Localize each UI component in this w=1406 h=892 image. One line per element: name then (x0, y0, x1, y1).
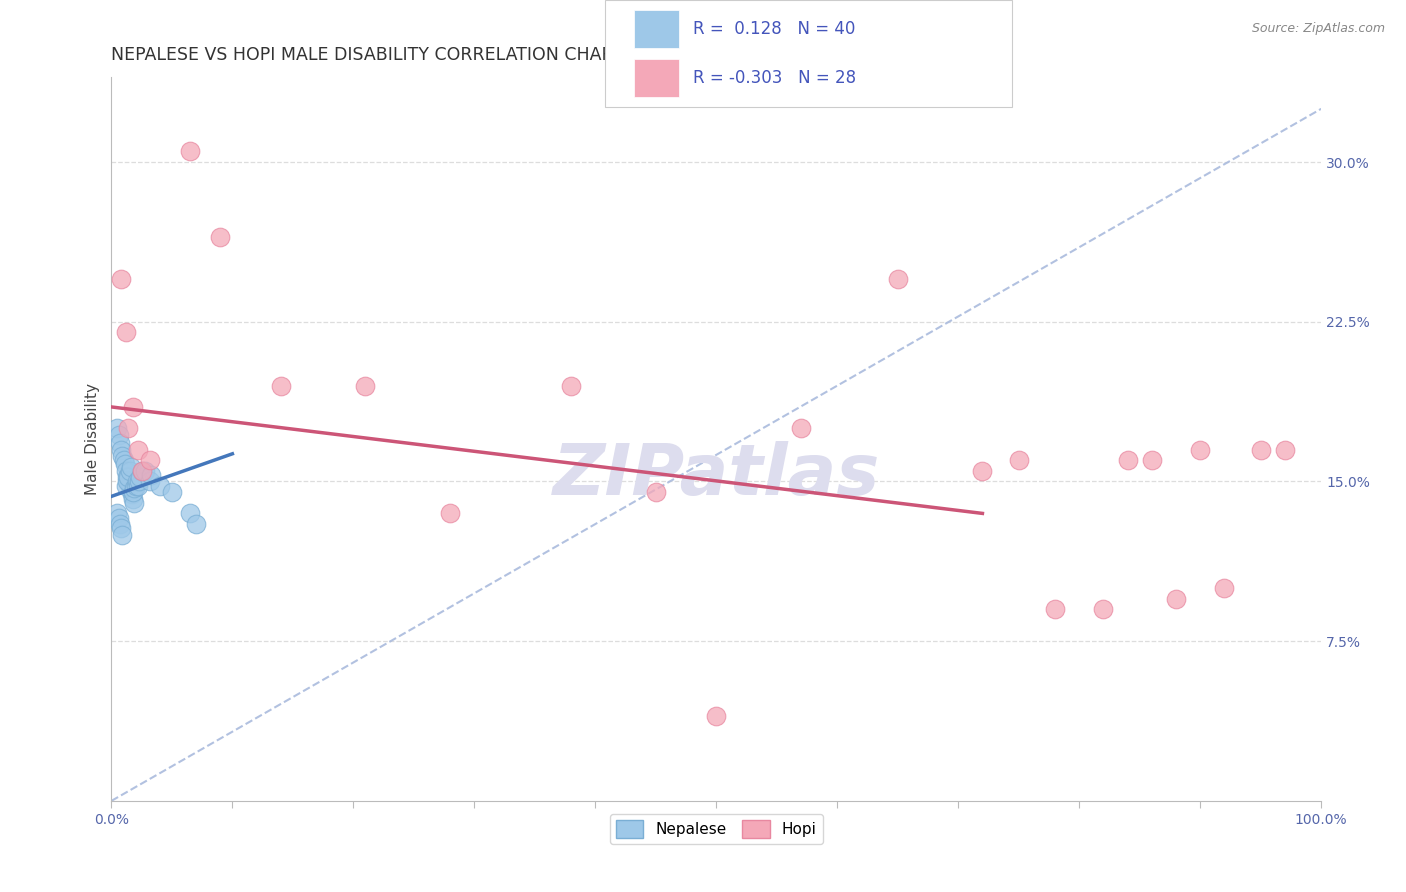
Point (122, 485, 145, 500)
Point (887, 272, 910, 286)
Point (120, 483, 142, 497)
Point (790, 421, 813, 435)
Point (115, 470, 138, 484)
Point (118, 479, 141, 493)
Point (110, 521, 132, 535)
Point (115, 464, 138, 478)
Point (108, 517, 131, 532)
Point (127, 479, 149, 493)
Point (704, 708, 727, 723)
Point (1164, 591, 1187, 606)
Point (184, 517, 207, 532)
Point (117, 421, 139, 435)
Point (134, 464, 156, 478)
Point (112, 453, 135, 467)
Point (1043, 602, 1066, 616)
Point (111, 527, 134, 541)
Point (129, 470, 152, 484)
Point (1116, 453, 1139, 467)
Point (127, 442, 149, 457)
Point (1274, 442, 1296, 457)
Point (179, 507, 201, 521)
Point (124, 479, 146, 493)
Point (107, 510, 129, 524)
Point (115, 479, 138, 493)
Point (270, 378, 292, 392)
Point (121, 487, 143, 501)
Point (1250, 442, 1272, 457)
Point (972, 464, 994, 478)
Point (115, 326, 138, 340)
Point (560, 378, 582, 392)
Point (122, 400, 145, 414)
Point (107, 421, 129, 435)
Point (110, 442, 132, 457)
Point (354, 378, 377, 392)
Point (1140, 453, 1163, 467)
Point (115, 475, 138, 489)
Text: Source: ZipAtlas.com: Source: ZipAtlas.com (1251, 22, 1385, 36)
Point (209, 229, 232, 244)
Text: NEPALESE VS HOPI MALE DISABILITY CORRELATION CHART: NEPALESE VS HOPI MALE DISABILITY CORRELA… (111, 46, 623, 64)
Point (118, 464, 141, 478)
Point (160, 485, 183, 500)
Point (131, 464, 153, 478)
Point (439, 507, 461, 521)
Point (149, 479, 172, 493)
Point (128, 475, 150, 489)
Legend: Nepalese, Hopi: Nepalese, Hopi (610, 814, 823, 844)
Y-axis label: Male Disability: Male Disability (86, 383, 100, 495)
Point (1008, 453, 1031, 467)
Point (124, 481, 146, 495)
Point (117, 475, 139, 489)
Point (139, 475, 162, 489)
Point (125, 475, 148, 489)
Point (111, 449, 134, 463)
Text: R =  0.128   N = 40: R = 0.128 N = 40 (693, 20, 855, 38)
Point (120, 459, 142, 474)
Point (114, 458, 136, 472)
Point (110, 272, 132, 286)
Point (131, 464, 153, 478)
Point (1189, 442, 1212, 457)
Point (122, 491, 145, 506)
Point (644, 485, 666, 500)
Point (117, 470, 139, 484)
Point (108, 436, 131, 450)
Point (1213, 581, 1236, 595)
Text: ZIPatlas: ZIPatlas (553, 441, 880, 509)
Point (124, 496, 146, 510)
Text: R = -0.303   N = 28: R = -0.303 N = 28 (693, 69, 856, 87)
Point (1092, 602, 1115, 616)
Point (179, 145, 201, 159)
Point (141, 468, 163, 483)
Point (139, 453, 162, 467)
Point (107, 427, 129, 442)
Point (107, 507, 129, 521)
